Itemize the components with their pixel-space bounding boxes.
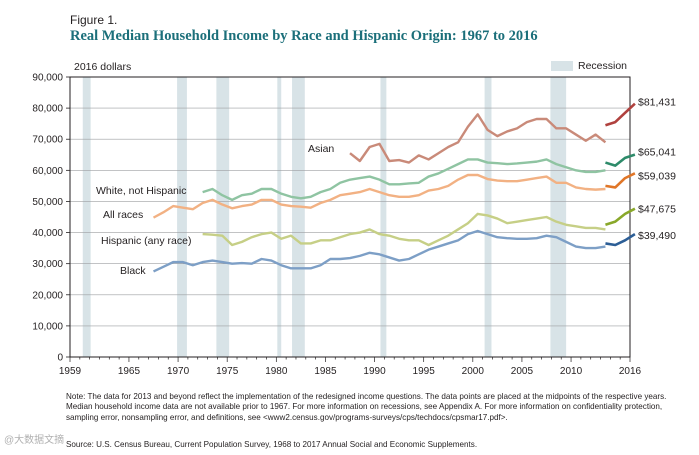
label-all-races: All races (103, 209, 143, 221)
line-all-races (152, 173, 606, 219)
y-tick-label: 0 (57, 353, 63, 364)
line-black-redesign (605, 233, 636, 247)
y-tick-label: 60,000 (32, 166, 63, 177)
line-all-races-redesign (605, 172, 636, 189)
figure-label: Figure 1. (70, 13, 118, 27)
y-tick-labels: 0 10,000 20,000 30,000 40,000 50,000 60,000 70,… (32, 73, 63, 364)
y-tick-label: 20,000 (32, 290, 63, 301)
end-value-white-not-hispanic: $65,041 (638, 147, 676, 159)
x-tick-label: 1995 (413, 366, 436, 377)
series-lines (152, 102, 636, 273)
end-value-all-races: $59,039 (638, 170, 676, 182)
end-value-black: $39,490 (638, 230, 676, 242)
x-tick-label: 2000 (462, 366, 485, 377)
recession-band-5 (380, 77, 387, 357)
income-line-chart: 0 10,000 20,000 30,000 40,000 50,000 60,000 70,… (32, 60, 676, 377)
x-tick-label: 2005 (511, 366, 534, 377)
x-tick-label: 1975 (216, 366, 239, 377)
plot-frame (69, 76, 631, 358)
y-tick-label: 10,000 (32, 321, 63, 332)
x-tick-label: 2010 (560, 366, 583, 377)
recession-legend-swatch (551, 61, 573, 71)
x-tick-label: 1965 (118, 366, 141, 377)
y-tick-label: 40,000 (32, 228, 63, 239)
line-asian-redesign (605, 102, 636, 127)
y-tick-label: 70,000 (32, 135, 63, 146)
recession-legend: Recession (551, 60, 627, 72)
label-black: Black (120, 265, 146, 277)
x-tick-label: 1980 (265, 366, 288, 377)
line-white-not-hispanic (202, 158, 606, 202)
recession-band-4 (292, 77, 305, 357)
line-white-not-hispanic-redesign (605, 153, 636, 167)
label-white-not-hispanic: White, not Hispanic (96, 185, 186, 197)
recession-band-1 (177, 77, 187, 357)
line-black (152, 229, 606, 273)
line-hispanic-any-race (202, 212, 606, 247)
end-value-hispanic-any-race: $47,675 (638, 204, 676, 216)
y-tick-label: 80,000 (32, 104, 63, 115)
recession-band-7 (550, 77, 567, 357)
x-tick-label: 1985 (314, 366, 337, 377)
recession-band-0 (82, 77, 91, 357)
recession-band-3 (277, 77, 282, 357)
end-value-asian: $81,431 (638, 97, 676, 109)
recession-band-6 (484, 77, 492, 357)
x-tick-label: 2016 (619, 366, 642, 377)
gridlines (66, 76, 631, 362)
y-tick-label: 50,000 (32, 197, 63, 208)
label-asian: Asian (308, 143, 334, 155)
x-tick-label: 1970 (167, 366, 190, 377)
axes (69, 76, 631, 358)
y-tick-label: 90,000 (32, 73, 63, 84)
figure-title: Real Median Household Income by Race and… (70, 28, 538, 44)
recession-band-2 (216, 77, 230, 357)
figure-source: Source: U.S. Census Bureau, Current Popu… (66, 440, 478, 449)
watermark-text: @大数据文摘 (4, 435, 65, 446)
line-asian (349, 113, 607, 164)
x-tick-label: 1990 (363, 366, 386, 377)
line-hispanic-any-race-redesign (605, 207, 636, 227)
y-tick-label: 30,000 (32, 259, 63, 270)
label-hispanic-any-race: Hispanic (any race) (101, 235, 191, 247)
x-tick-labels: 1959 1965 1970 1975 1980 1985 1990 1995 2000 2005… (59, 366, 642, 377)
figure-note: Note: The data for 2013 and beyond refle… (66, 392, 667, 422)
recession-bands (82, 77, 567, 357)
x-tick-label: 1959 (59, 366, 82, 377)
y-axis-unit-label: 2016 dollars (74, 61, 131, 73)
series-labels: Asian $81,431 White, not Hispanic $65,041 Al… (96, 97, 676, 277)
recession-legend-label: Recession (578, 60, 627, 72)
